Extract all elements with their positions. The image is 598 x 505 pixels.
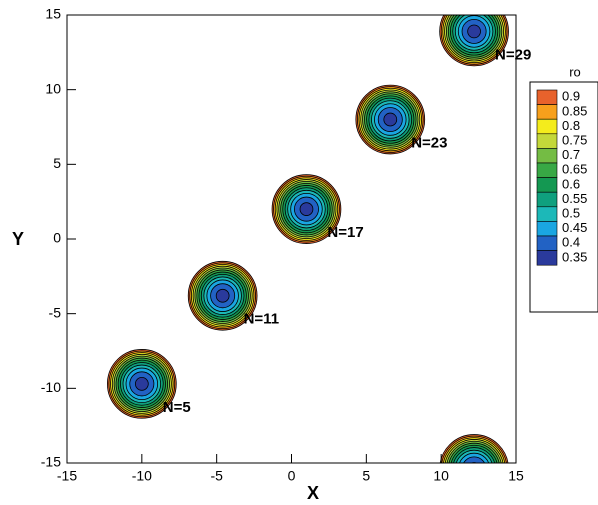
legend-swatch bbox=[536, 89, 558, 105]
x-tick-label: 5 bbox=[362, 468, 370, 484]
legend-label: 0.35 bbox=[562, 249, 587, 264]
vortex bbox=[439, 434, 509, 470]
x-tick-label: -15 bbox=[57, 468, 77, 484]
y-axis-label: Y bbox=[12, 229, 24, 249]
vortex-label: N=11 bbox=[244, 311, 279, 328]
y-tick-label: -15 bbox=[41, 454, 61, 470]
vortex bbox=[187, 260, 258, 331]
legend-label: 0.7 bbox=[562, 147, 580, 162]
vortex-center bbox=[221, 294, 225, 298]
contour-level bbox=[463, 456, 486, 463]
x-tick-label: -10 bbox=[132, 468, 152, 484]
legend-swatch bbox=[536, 235, 558, 251]
vortex-label: N=5 bbox=[163, 399, 191, 416]
legend-swatch bbox=[536, 191, 558, 208]
vortex bbox=[439, 15, 509, 67]
x-tick-label: 10 bbox=[433, 468, 449, 484]
vortex bbox=[271, 174, 342, 244]
x-tick-label: 0 bbox=[288, 468, 296, 484]
legend-label: 0.5 bbox=[562, 206, 580, 221]
vortex-center bbox=[304, 207, 308, 211]
legend-swatch bbox=[536, 133, 558, 149]
vortex bbox=[355, 84, 426, 155]
legend-label: 0.75 bbox=[562, 133, 587, 148]
legend-title: ro bbox=[569, 64, 581, 79]
vortex-center bbox=[388, 118, 392, 122]
legend-swatch bbox=[536, 250, 558, 266]
y-tick-label: 5 bbox=[53, 155, 61, 171]
legend-label: 0.8 bbox=[562, 118, 580, 133]
vortex-label: N=29 bbox=[495, 46, 531, 63]
legend-swatch bbox=[536, 118, 558, 135]
plot-area bbox=[107, 15, 509, 470]
y-tick-label: -5 bbox=[49, 304, 62, 320]
legend-swatch bbox=[536, 206, 558, 222]
legend-swatch bbox=[536, 104, 558, 120]
legend-swatch bbox=[536, 148, 558, 164]
legend-label: 0.55 bbox=[562, 191, 587, 206]
vortex-label: N=23 bbox=[411, 134, 447, 151]
vortex bbox=[107, 349, 177, 419]
y-tick-label: 0 bbox=[53, 230, 61, 246]
legend-swatch bbox=[536, 221, 558, 237]
legend-label: 0.85 bbox=[562, 103, 587, 118]
x-axis-label: X bbox=[307, 483, 319, 503]
x-tick-label: 15 bbox=[508, 468, 524, 484]
vortex-center bbox=[473, 467, 476, 470]
y-tick-label: 15 bbox=[45, 6, 61, 22]
x-tick-label: -5 bbox=[210, 468, 223, 484]
vortex-label: N=17 bbox=[327, 224, 363, 241]
y-tick-label: 10 bbox=[45, 80, 61, 96]
legend-label: 0.4 bbox=[562, 235, 580, 250]
y-tick-label: -10 bbox=[41, 379, 61, 395]
legend-label: 0.45 bbox=[562, 220, 587, 235]
contour-level bbox=[470, 462, 478, 463]
legend-swatch bbox=[536, 162, 558, 178]
legend-label: 0.6 bbox=[562, 176, 580, 191]
legend-label: 0.65 bbox=[562, 162, 587, 177]
vortex-center bbox=[472, 29, 476, 33]
legend-label: 0.9 bbox=[562, 89, 580, 104]
vortex-center bbox=[140, 382, 144, 386]
legend-swatch bbox=[536, 177, 558, 193]
